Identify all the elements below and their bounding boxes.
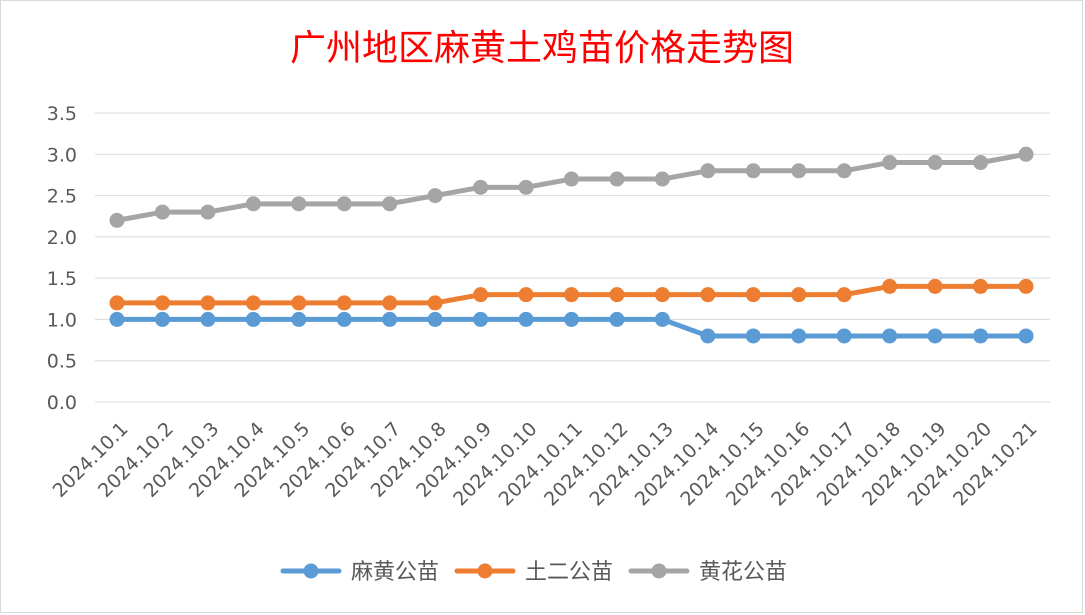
- legend-label: 土二公苗: [525, 560, 613, 585]
- data-point: [473, 287, 489, 303]
- data-point: [1018, 328, 1034, 344]
- data-point: [245, 311, 261, 327]
- data-point: [564, 287, 579, 303]
- data-point: [564, 171, 579, 187]
- legend-item: 土二公苗: [454, 560, 613, 585]
- data-point: [518, 179, 534, 195]
- data-point: [973, 278, 989, 294]
- series-1: [109, 311, 1034, 344]
- data-point: [382, 311, 398, 327]
- data-point: [609, 171, 625, 187]
- data-point: [609, 287, 625, 303]
- series-3: [109, 146, 1034, 228]
- data-point: [700, 163, 716, 179]
- data-point: [291, 311, 307, 327]
- chart-title: 广州地区麻黄土鸡苗价格走势图: [290, 28, 794, 69]
- data-point: [382, 196, 398, 212]
- data-point: [836, 163, 852, 179]
- y-tick-label: 3.5: [47, 103, 77, 125]
- data-point: [109, 311, 125, 327]
- data-point: [154, 204, 170, 220]
- data-point: [654, 311, 670, 327]
- y-tick-label: 0.0: [47, 392, 77, 414]
- data-point: [882, 155, 898, 171]
- data-point: [518, 287, 534, 303]
- data-point: [791, 287, 807, 303]
- data-point: [427, 188, 443, 204]
- data-point: [200, 295, 216, 311]
- data-point: [473, 179, 489, 195]
- data-point: [518, 311, 534, 327]
- data-point: [700, 328, 716, 344]
- data-point: [291, 196, 307, 212]
- legend-label: 麻黄公苗: [351, 560, 439, 585]
- data-point: [882, 278, 898, 294]
- data-point: [382, 295, 398, 311]
- data-point: [336, 295, 352, 311]
- data-point: [473, 311, 489, 327]
- legend-label: 黄花公苗: [699, 560, 787, 585]
- data-point: [700, 287, 716, 303]
- gridlines: [95, 112, 1050, 403]
- data-point: [927, 278, 943, 294]
- data-point: [745, 163, 761, 179]
- y-tick-label: 3.0: [47, 144, 77, 166]
- data-point: [200, 204, 216, 220]
- data-point: [154, 311, 170, 327]
- y-tick-label: 2.5: [47, 186, 77, 208]
- data-point: [791, 163, 807, 179]
- data-point: [1018, 278, 1034, 294]
- series-2: [109, 278, 1034, 311]
- y-tick-label: 1.0: [47, 309, 77, 331]
- data-point: [336, 311, 352, 327]
- data-point: [609, 311, 625, 327]
- legend-item: 黄花公苗: [628, 560, 787, 585]
- series-layer: [109, 146, 1034, 344]
- data-point: [836, 287, 852, 303]
- data-point: [427, 295, 443, 311]
- y-tick-label: 0.5: [47, 351, 77, 373]
- data-point: [245, 196, 261, 212]
- data-point: [654, 171, 670, 187]
- data-point: [1018, 146, 1034, 162]
- data-point: [154, 295, 170, 311]
- data-point: [745, 328, 761, 344]
- data-point: [791, 328, 807, 344]
- data-point: [291, 295, 307, 311]
- data-point: [927, 155, 943, 171]
- legend-item: 麻黄公苗: [280, 560, 439, 585]
- data-point: [427, 311, 443, 327]
- data-point: [109, 295, 125, 311]
- data-point: [245, 295, 261, 311]
- legend-swatch-marker: [303, 563, 319, 579]
- data-point: [836, 328, 852, 344]
- data-point: [564, 311, 579, 327]
- y-tick-label: 1.5: [47, 268, 77, 290]
- data-point: [882, 328, 898, 344]
- data-point: [973, 328, 989, 344]
- data-point: [973, 155, 989, 171]
- legend-swatch-marker: [477, 563, 493, 579]
- x-axis: 2024.10.12024.10.22024.10.32024.10.42024…: [49, 418, 1042, 510]
- legend-swatch-marker: [651, 563, 667, 579]
- legend: 麻黄公苗 土二公苗 黄花公苗: [280, 560, 787, 585]
- data-point: [927, 328, 943, 344]
- data-point: [654, 287, 670, 303]
- data-point: [109, 212, 125, 228]
- y-tick-label: 2.0: [47, 227, 77, 249]
- data-point: [336, 196, 352, 212]
- data-point: [745, 287, 761, 303]
- y-axis: 0.0 0.5 1.0 1.5 2.0 2.5 3.0 3.5: [47, 103, 77, 414]
- data-point: [200, 311, 216, 327]
